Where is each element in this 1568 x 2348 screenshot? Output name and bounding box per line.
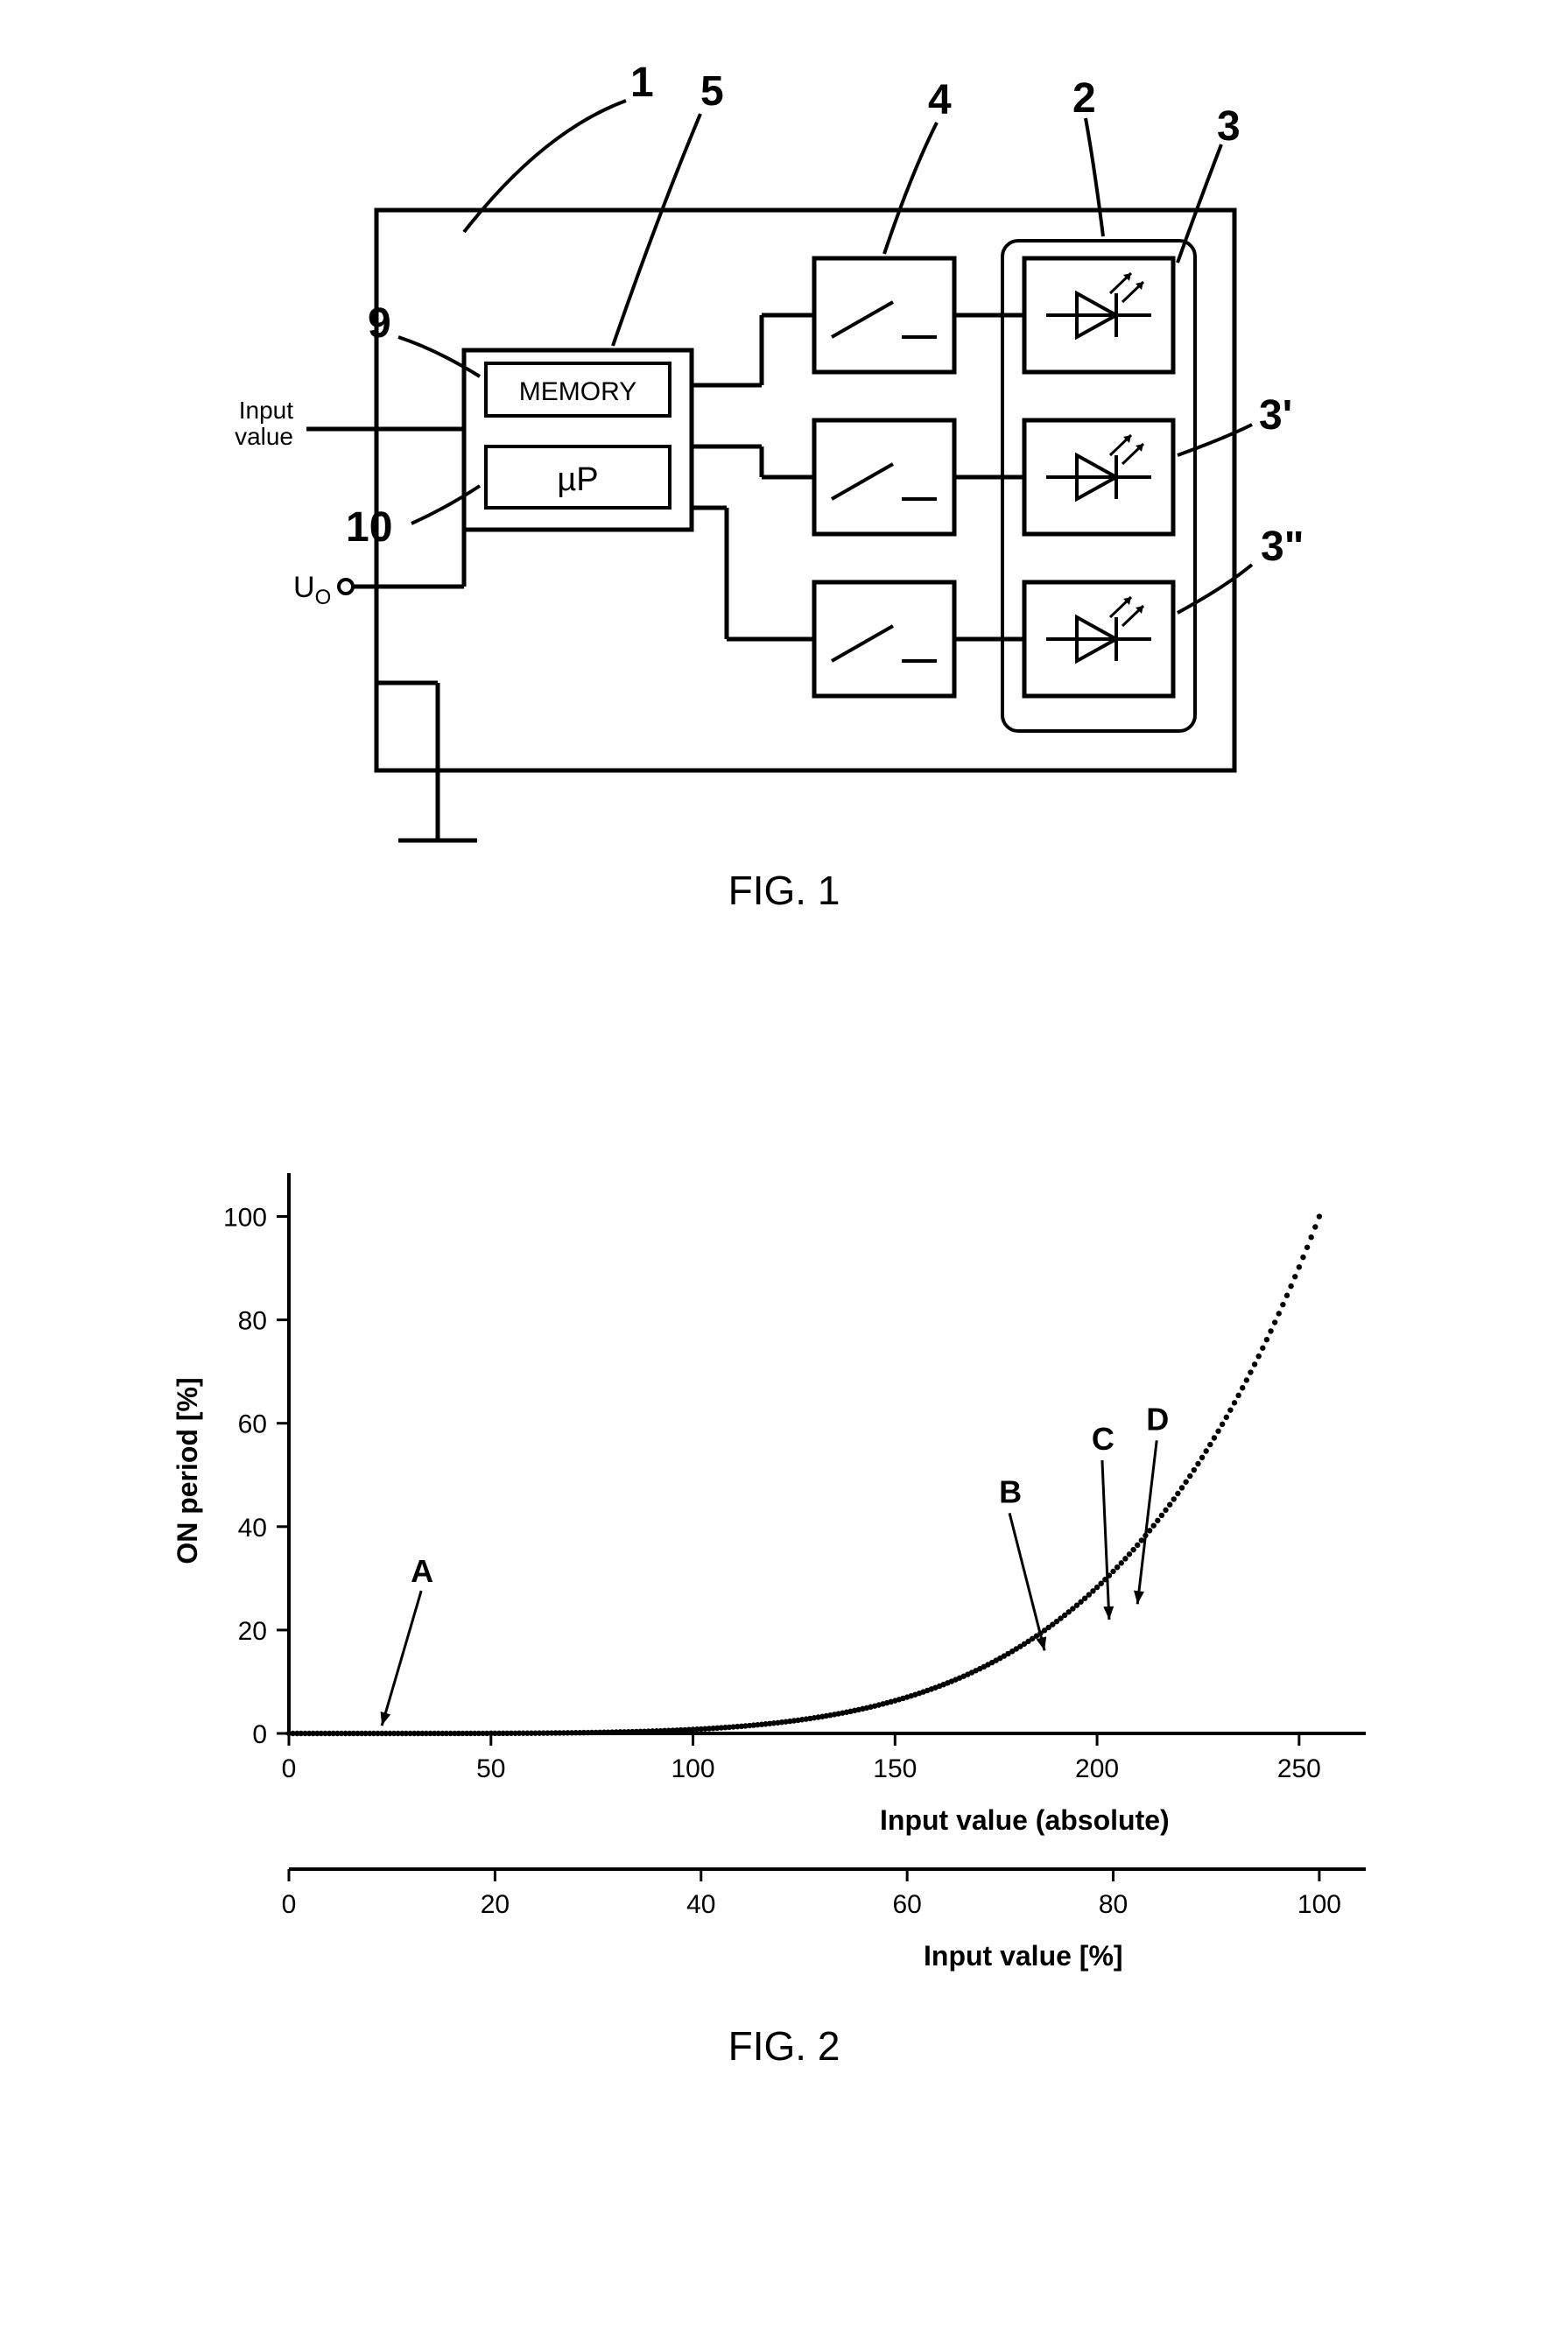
callout-1: 1 — [630, 60, 654, 106]
callout-3p: 3' — [1259, 392, 1292, 439]
microprocessor-text: µP — [557, 461, 598, 498]
svg-text:B: B — [999, 1473, 1022, 1509]
fig2-xlabel2: Input value [%] — [924, 1940, 1123, 1972]
svg-text:0: 0 — [282, 1890, 297, 1919]
svg-text:100: 100 — [1297, 1890, 1341, 1919]
svg-text:80: 80 — [1099, 1890, 1128, 1919]
led-box-3 — [1024, 582, 1173, 696]
callout-2: 2 — [1072, 75, 1096, 122]
svg-text:D: D — [1146, 1401, 1169, 1437]
svg-text:20: 20 — [238, 1617, 267, 1646]
svg-text:100: 100 — [671, 1754, 715, 1783]
fig2-caption: FIG. 2 — [0, 2022, 1568, 2070]
callout-10: 10 — [346, 504, 392, 551]
led-box-1 — [1024, 258, 1173, 372]
svg-text:20: 20 — [481, 1890, 510, 1919]
svg-text:60: 60 — [238, 1410, 267, 1439]
switch-box-3 — [814, 582, 954, 696]
svg-text:60: 60 — [892, 1890, 921, 1919]
memory-text: MEMORY — [519, 377, 636, 406]
figure-2-chart: 0 20 40 60 80 100 0 50 100 150 200 250 0 20 40 60 80 10… — [0, 1103, 1568, 2241]
svg-text:250: 250 — [1277, 1754, 1321, 1783]
fig2-xlabel1: Input value (absolute) — [880, 1804, 1170, 1836]
svg-text:80: 80 — [238, 1307, 267, 1336]
callout-4: 4 — [928, 77, 952, 123]
figure-1-svg: MEMORY µP — [0, 0, 1568, 928]
fig2-ylabel: ON period [%] — [172, 1377, 203, 1564]
svg-text:100: 100 — [223, 1204, 267, 1233]
callout-3: 3 — [1217, 103, 1241, 150]
svg-text:40: 40 — [238, 1514, 267, 1543]
svg-text:0: 0 — [252, 1720, 267, 1749]
input-value-label-line1: Input — [239, 397, 293, 424]
svg-text:150: 150 — [873, 1754, 917, 1783]
led-box-2 — [1024, 420, 1173, 534]
input-value-label-line2: value — [235, 423, 293, 450]
svg-text:C: C — [1092, 1421, 1114, 1457]
fig1-caption: FIG. 1 — [0, 867, 1568, 914]
svg-text:0: 0 — [282, 1754, 297, 1783]
callout-5: 5 — [700, 68, 724, 115]
switch-box-2 — [814, 420, 954, 534]
page: MEMORY µP — [0, 0, 1568, 2348]
svg-text:50: 50 — [476, 1754, 505, 1783]
switch-box-1 — [814, 258, 954, 372]
u0-label: UO — [293, 571, 331, 609]
svg-text:40: 40 — [686, 1890, 715, 1919]
svg-text:A: A — [411, 1553, 433, 1589]
callout-3pp: 3" — [1261, 524, 1304, 570]
svg-text:200: 200 — [1075, 1754, 1119, 1783]
callout-9: 9 — [368, 300, 391, 347]
